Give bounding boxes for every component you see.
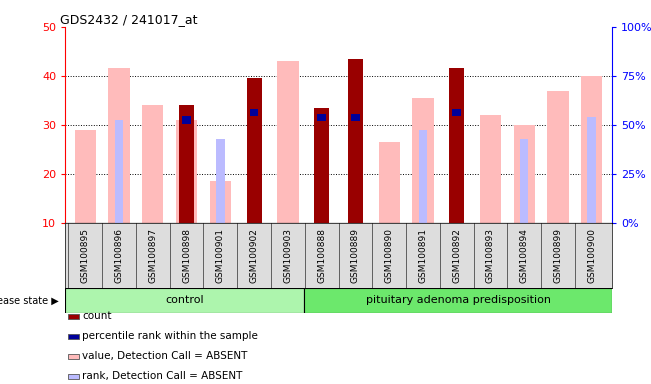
Text: GSM100889: GSM100889: [351, 228, 360, 283]
Bar: [68, 354, 79, 359]
Text: GSM100891: GSM100891: [419, 228, 428, 283]
Text: GSM100897: GSM100897: [148, 228, 158, 283]
Bar: [176, 120, 197, 223]
Text: GSM100894: GSM100894: [519, 228, 529, 283]
Text: GSM100896: GSM100896: [115, 228, 124, 283]
Bar: [314, 108, 329, 223]
Bar: [68, 314, 79, 319]
Bar: [419, 130, 427, 223]
Text: rank, Detection Call = ABSENT: rank, Detection Call = ABSENT: [82, 371, 243, 381]
Text: GSM100898: GSM100898: [182, 228, 191, 283]
Bar: [75, 130, 96, 223]
Bar: [182, 116, 191, 124]
Bar: [216, 139, 225, 223]
Text: GSM100890: GSM100890: [385, 228, 394, 283]
Bar: [520, 139, 529, 223]
Bar: [250, 113, 258, 223]
Bar: [587, 118, 596, 223]
Bar: [210, 181, 231, 223]
Text: GSM100895: GSM100895: [81, 228, 90, 283]
Bar: [318, 118, 326, 223]
Text: control: control: [165, 295, 204, 306]
Bar: [179, 105, 194, 223]
Bar: [115, 120, 123, 223]
Bar: [412, 98, 434, 223]
Bar: [250, 109, 258, 116]
Text: GSM100902: GSM100902: [249, 228, 258, 283]
Bar: [452, 113, 461, 223]
Bar: [480, 115, 501, 223]
Bar: [318, 114, 326, 121]
Bar: [142, 105, 163, 223]
FancyBboxPatch shape: [304, 288, 612, 313]
Text: GSM100892: GSM100892: [452, 228, 461, 283]
Bar: [247, 78, 262, 223]
Bar: [68, 334, 79, 339]
Bar: [452, 109, 461, 116]
Bar: [514, 125, 535, 223]
Text: percentile rank within the sample: percentile rank within the sample: [82, 331, 258, 341]
Bar: [581, 76, 602, 223]
Bar: [68, 374, 79, 379]
Bar: [348, 59, 363, 223]
Bar: [351, 114, 359, 121]
Text: GSM100900: GSM100900: [587, 228, 596, 283]
Text: GDS2432 / 241017_at: GDS2432 / 241017_at: [60, 13, 197, 26]
Text: GSM100903: GSM100903: [283, 228, 292, 283]
Bar: [449, 68, 464, 223]
Text: GSM100888: GSM100888: [317, 228, 326, 283]
Text: count: count: [82, 311, 112, 321]
Text: GSM100899: GSM100899: [553, 228, 562, 283]
Text: GSM100901: GSM100901: [216, 228, 225, 283]
Bar: [547, 91, 568, 223]
Text: disease state ▶: disease state ▶: [0, 295, 59, 306]
Text: pituitary adenoma predisposition: pituitary adenoma predisposition: [366, 295, 551, 306]
Text: value, Detection Call = ABSENT: value, Detection Call = ABSENT: [82, 351, 247, 361]
Bar: [378, 142, 400, 223]
Bar: [109, 68, 130, 223]
FancyBboxPatch shape: [65, 288, 304, 313]
Text: GSM100893: GSM100893: [486, 228, 495, 283]
Bar: [277, 61, 299, 223]
